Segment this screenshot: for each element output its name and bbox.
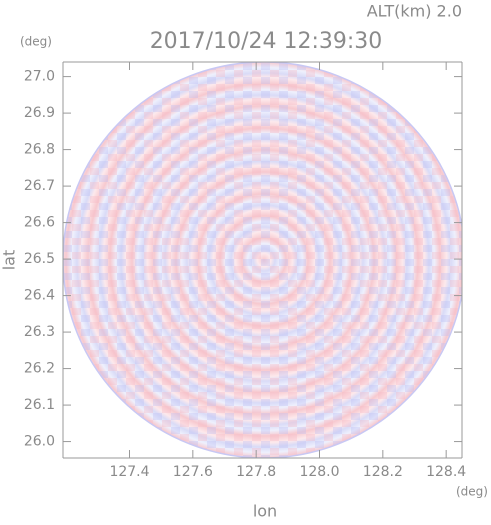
y-axis-label: lat [0, 250, 19, 271]
x-tick-label: 128.4 [426, 464, 466, 480]
y-tick-label: 26.4 [24, 288, 55, 304]
y-tick-label: 26.5 [24, 251, 55, 267]
y-tick-label: 26.1 [24, 397, 55, 413]
x-unit: (deg) [456, 485, 488, 499]
y-tick-label: 27.0 [24, 69, 55, 85]
x-tick-label: 127.8 [236, 464, 276, 480]
y-tick-label: 26.7 [24, 178, 55, 194]
y-tick-label: 26.3 [24, 324, 55, 340]
y-tick-label: 26.6 [24, 215, 55, 231]
y-unit: (deg) [20, 35, 52, 49]
x-tick-label: 128.0 [299, 464, 339, 480]
x-tick-label: 127.6 [173, 464, 213, 480]
x-tick-label: 128.2 [363, 464, 403, 480]
chart-title: 2017/10/24 12:39:30 [150, 29, 383, 54]
x-tick-label: 127.4 [109, 464, 149, 480]
y-tick-label: 26.0 [24, 434, 55, 450]
radar-field [63, 62, 462, 458]
x-axis-label: lon [253, 502, 277, 521]
subtitle: ALT(km) 2.0 [367, 2, 462, 21]
y-tick-label: 26.8 [24, 142, 55, 158]
y-tick-label: 26.2 [24, 361, 55, 377]
y-tick-label: 26.9 [24, 105, 55, 121]
